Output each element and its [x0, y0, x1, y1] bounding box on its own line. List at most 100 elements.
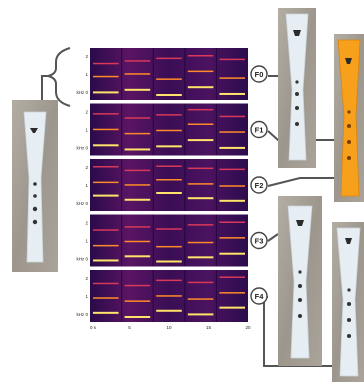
spectrogram-panel: 2 1 kHz 0 [76, 214, 248, 267]
harmonic-band [219, 276, 245, 278]
segment-divider [152, 214, 154, 267]
segment-divider [121, 159, 123, 211]
harmonic-band [156, 179, 182, 181]
harmonic-band [93, 128, 119, 131]
x-tick-label: 20 [245, 325, 251, 330]
harmonic-band [156, 145, 182, 148]
harmonic-band [219, 237, 245, 239]
spectrogram-panel: 2 1 kHz 0 [76, 103, 248, 156]
harmonic-band [124, 169, 151, 172]
harmonic-band [156, 279, 182, 282]
harmonic-band [219, 199, 245, 202]
harmonic-band [219, 185, 245, 187]
harmonic-band [187, 108, 214, 111]
segment-divider [152, 159, 154, 211]
harmonic-band [124, 316, 151, 318]
harmonic-band [93, 297, 119, 299]
harmonic-band [187, 281, 214, 284]
harmonic-band [156, 57, 182, 60]
y-tick-label: 2 [85, 276, 88, 281]
harmonic-band [124, 226, 151, 228]
panel-label-text: F3 [255, 236, 264, 245]
segment-divider [121, 270, 123, 322]
y-tick-label: kHz 0 [76, 312, 88, 317]
x-tick-label: 5 [128, 325, 131, 330]
harmonic-band [187, 123, 214, 125]
harmonic-band [219, 92, 245, 95]
harmonic-band [93, 244, 119, 247]
label-circle [250, 231, 268, 250]
harmonic-band [93, 75, 119, 78]
harmonic-band [93, 113, 119, 115]
harmonic-band [93, 282, 119, 285]
spectrogram-stack: 2 1 kHz 0 2 1 kHz 0 2 1 kHz 0 2 1 kHz 0 2 1 kHz 0 [76, 48, 248, 322]
harmonic-band [187, 298, 214, 300]
segment-divider [215, 159, 217, 211]
harmonic-band [93, 181, 119, 184]
y-tick-label: 2 [85, 221, 88, 226]
harmonic-band [219, 58, 245, 61]
y-tick-label: 2 [85, 165, 88, 170]
spectrogram-background [90, 48, 248, 100]
segment-divider [184, 159, 186, 211]
harmonic-band [219, 252, 245, 255]
left-brace [47, 47, 71, 107]
harmonic-band [124, 60, 151, 62]
x-axis: 0 s 5 10 15 20 [90, 325, 251, 330]
y-tick-label: 1 [85, 128, 88, 133]
y-tick-label: 1 [85, 239, 88, 244]
y-tick-label: kHz 0 [76, 201, 88, 206]
harmonic-band [124, 148, 151, 151]
label-circle [250, 120, 268, 139]
label-circle [250, 287, 268, 305]
segment-divider [184, 214, 186, 267]
panel-label-text: F2 [255, 181, 264, 190]
harmonic-band [156, 295, 182, 297]
y-tick-label: kHz 0 [76, 146, 88, 151]
y-tick-label: 1 [85, 294, 88, 299]
harmonic-band [187, 70, 214, 73]
flute-photo-left [12, 100, 58, 272]
harmonic-band [93, 91, 119, 94]
panel-labels: F0 F1 F2 F3 F4 [250, 65, 268, 305]
segment-divider [215, 103, 217, 156]
harmonic-band [93, 62, 119, 65]
segment-divider [152, 103, 154, 156]
harmonic-band [124, 132, 151, 135]
harmonic-band [124, 198, 151, 201]
spectrogram-background [90, 214, 248, 267]
flute-photo-f3 [278, 196, 322, 366]
harmonic-band [187, 224, 214, 226]
segment-divider [152, 270, 154, 322]
spectrogram-background [90, 159, 248, 211]
harmonic-band [219, 115, 245, 118]
harmonic-band [156, 309, 182, 312]
connector-f2 [267, 177, 334, 187]
segment-divider [215, 214, 217, 267]
y-tick-label: kHz 0 [76, 257, 88, 262]
harmonic-band [219, 221, 245, 223]
connector-f3 [267, 233, 279, 242]
harmonic-band [187, 256, 214, 259]
harmonic-band [124, 240, 151, 243]
x-tick-label: 15 [206, 325, 212, 330]
harmonic-band [124, 73, 151, 75]
x-tick-label: 10 [166, 325, 172, 330]
harmonic-band [93, 229, 119, 231]
y-tick-label: 2 [85, 54, 88, 59]
left-connector [41, 75, 48, 100]
panel-label-text: F4 [255, 292, 265, 301]
panel-label-f0: F0 [250, 65, 268, 83]
segment-divider [215, 270, 217, 322]
harmonic-band [187, 183, 214, 185]
spectrogram-panel: 2 1 kHz 0 [76, 48, 248, 100]
harmonic-band [93, 144, 119, 147]
segment-divider [184, 48, 186, 100]
flute-photo-f4 [332, 222, 364, 382]
segment-divider [121, 103, 123, 156]
y-tick-label: kHz 0 [76, 90, 88, 95]
harmonic-band [156, 165, 182, 167]
segment-divider [152, 48, 154, 100]
panel-label-f4: F4 [250, 287, 268, 305]
